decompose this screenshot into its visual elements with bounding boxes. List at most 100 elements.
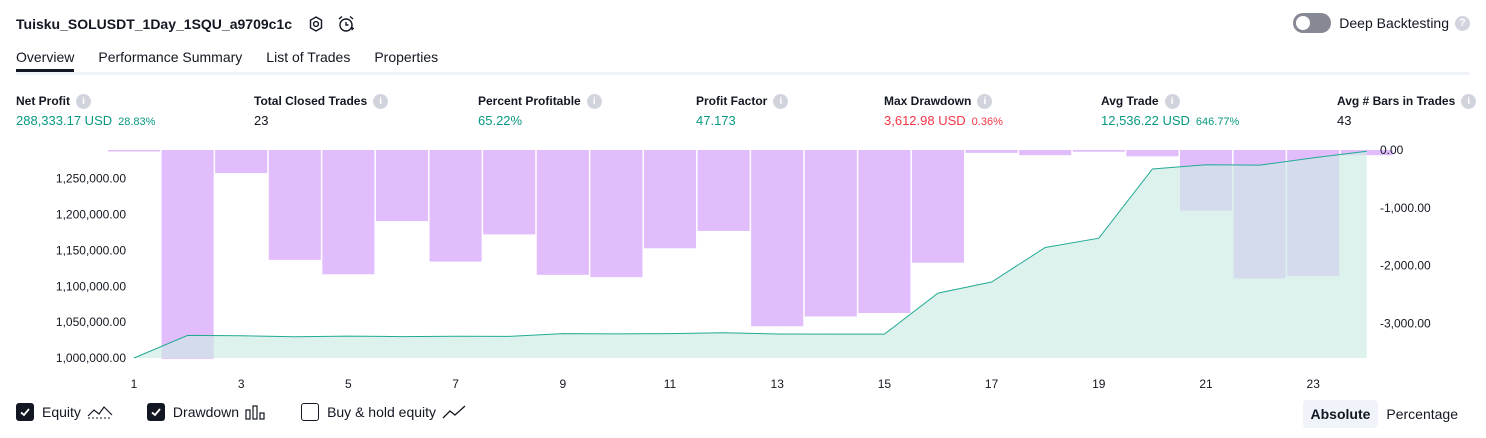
drawdown-bar	[804, 150, 857, 317]
equity-drawdown-chart: 1,250,000.00 1,200,000.00 1,150,000.00 1,10…	[56, 143, 1431, 391]
alarm-clock-icon[interactable]	[336, 14, 356, 34]
strategy-name: Tuisku_SOLUSDT_1Day_1SQU_a9709c1c	[16, 16, 292, 32]
metric-value: 23	[254, 113, 269, 128]
metric-percent: 0.36%	[971, 116, 1003, 128]
x-axis: 1 3 5 7 9 11 13 15 17 19 21 23	[131, 377, 1321, 391]
metric-avg-trade: Avg Trade i 12,536.22 USD 646.77%	[1101, 93, 1239, 129]
info-icon[interactable]: i	[373, 93, 389, 109]
info-icon[interactable]: i	[76, 93, 91, 109]
drawdown-bar	[375, 150, 429, 222]
metric-total-closed-trades: Total Closed Trades i 23	[254, 93, 389, 129]
drawdown-bar	[429, 150, 482, 262]
x-axis-tick-label: 21	[1199, 377, 1213, 391]
legend-equity[interactable]: Equity	[16, 403, 113, 421]
legend-equity-label: Equity	[42, 404, 81, 420]
drawdown-bar	[107, 150, 161, 152]
drawdown-bar	[1072, 150, 1125, 152]
chart-legend: Equity Drawdown Buy & hold equity	[16, 403, 500, 421]
drawdown-bar	[322, 150, 375, 275]
x-axis-tick-label: 7	[452, 377, 459, 391]
left-axis-tick-label: 1,100,000.00	[56, 279, 126, 293]
legend-drawdown-label: Drawdown	[172, 404, 240, 420]
drawdown-bar	[536, 150, 589, 275]
legend-buy-hold[interactable]: Buy & hold equity	[301, 403, 466, 421]
x-axis-tick-label: 17	[985, 377, 999, 391]
left-axis: 1,250,000.00 1,200,000.00 1,150,000.00 1,10…	[56, 172, 126, 365]
metrics-row: Net Profit i 288,333.17 USD 28.83% Total C…	[0, 93, 1486, 133]
settings-icon[interactable]	[306, 14, 326, 34]
deep-backtesting: Deep Backtesting ?	[1293, 13, 1470, 33]
info-icon[interactable]: i	[1164, 93, 1180, 109]
x-axis-tick-label: 3	[238, 377, 245, 391]
info-icon[interactable]: i	[977, 93, 993, 109]
metric-percent: 646.77%	[1195, 116, 1240, 128]
equity-line-icon	[87, 404, 113, 420]
left-axis-tick-label: 1,150,000.00	[56, 243, 126, 257]
drawdown-bar	[1019, 150, 1072, 156]
x-axis-tick-label: 15	[878, 377, 892, 391]
metric-value: 12,536.22 USD	[1101, 113, 1190, 128]
metric-value: 288,333.17 USD	[16, 113, 113, 128]
metric-profit-factor: Profit Factor i 47.173	[696, 93, 789, 129]
metric-value: 3,612.98 USD	[884, 113, 966, 128]
deep-backtesting-toggle[interactable]	[1293, 13, 1332, 33]
left-axis-tick-label: 1,250,000.00	[56, 172, 126, 186]
legend-drawdown[interactable]: Drawdown	[146, 403, 267, 421]
metric-label: Avg Trade	[1101, 94, 1159, 108]
drawdown-bar	[858, 150, 911, 313]
tab-overview[interactable]: Overview	[16, 46, 75, 72]
drawdown-bar	[268, 150, 321, 260]
metric-net-profit: Net Profit i 288,333.17 USD 28.83%	[16, 93, 155, 129]
tab-performance-summary[interactable]: Performance Summary	[98, 49, 243, 65]
metric-label: Net Profit	[16, 94, 70, 108]
metric-label: Profit Factor	[696, 94, 768, 108]
drawdown-bar	[751, 150, 804, 327]
right-axis: 0.00 -1,000.00 -2,000.00 -3,000.00	[1380, 143, 1431, 330]
metric-value: 47.173	[696, 113, 736, 128]
equity-checkbox[interactable]	[16, 403, 34, 421]
left-axis-tick-label: 1,000,000.00	[56, 351, 126, 365]
x-axis-tick-label: 1	[131, 377, 138, 391]
drawdown-bar	[911, 150, 965, 263]
deep-backtesting-label: Deep Backtesting	[1339, 15, 1449, 31]
metric-max-drawdown: Max Drawdown i 3,612.98 USD 0.36%	[884, 93, 1003, 129]
right-axis-tick-label: -1,000.00	[1380, 201, 1431, 215]
tab-properties[interactable]: Properties	[374, 49, 439, 65]
metric-percent-profitable: Percent Profitable i 65.22%	[478, 93, 602, 129]
buy-hold-checkbox[interactable]	[301, 403, 320, 421]
metric-label: Max Drawdown	[884, 94, 972, 108]
drawdown-bar	[590, 150, 643, 278]
equity-area	[134, 151, 1367, 358]
metric-value: 65.22%	[478, 113, 523, 128]
right-axis-tick-label: -3,000.00	[1380, 316, 1431, 330]
metric-label: Total Closed Trades	[254, 94, 368, 108]
metric-label: Percent Profitable	[478, 94, 581, 108]
help-icon[interactable]: ?	[1455, 15, 1470, 31]
drawdown-bar	[643, 150, 697, 249]
buy-hold-line-icon	[442, 404, 466, 420]
percentage-button[interactable]: Percentage	[1386, 406, 1458, 422]
right-axis-tick-label: -2,000.00	[1380, 259, 1431, 273]
right-axis-tick-label: 0.00	[1380, 143, 1404, 157]
info-icon[interactable]: i	[773, 93, 789, 109]
x-axis-tick-label: 11	[664, 377, 677, 391]
drawdown-bar	[483, 150, 536, 235]
tab-list-of-trades[interactable]: List of Trades	[266, 49, 351, 65]
info-icon[interactable]: i	[1461, 93, 1477, 109]
drawdown-checkbox[interactable]	[146, 403, 165, 421]
drawdown-bar	[697, 150, 750, 231]
drawdown-bar	[965, 150, 1018, 153]
value-mode-switch: Absolute Percentage	[1302, 400, 1467, 428]
tabs-divider	[16, 72, 1470, 75]
info-icon[interactable]: i	[586, 93, 602, 109]
drawdown-bar	[1126, 150, 1179, 157]
x-axis-tick-label: 9	[559, 377, 566, 391]
metric-avg-bars-in-trades: Avg # Bars in Trades i 43	[1337, 93, 1477, 129]
left-axis-tick-label: 1,200,000.00	[56, 208, 126, 222]
metric-label: Avg # Bars in Trades	[1337, 94, 1456, 108]
drawdown-bar	[215, 150, 268, 174]
left-axis-tick-label: 1,050,000.00	[56, 315, 126, 329]
metric-value: 43	[1337, 113, 1352, 128]
x-axis-tick-label: 5	[345, 377, 352, 391]
absolute-button[interactable]: Absolute	[1302, 400, 1379, 428]
